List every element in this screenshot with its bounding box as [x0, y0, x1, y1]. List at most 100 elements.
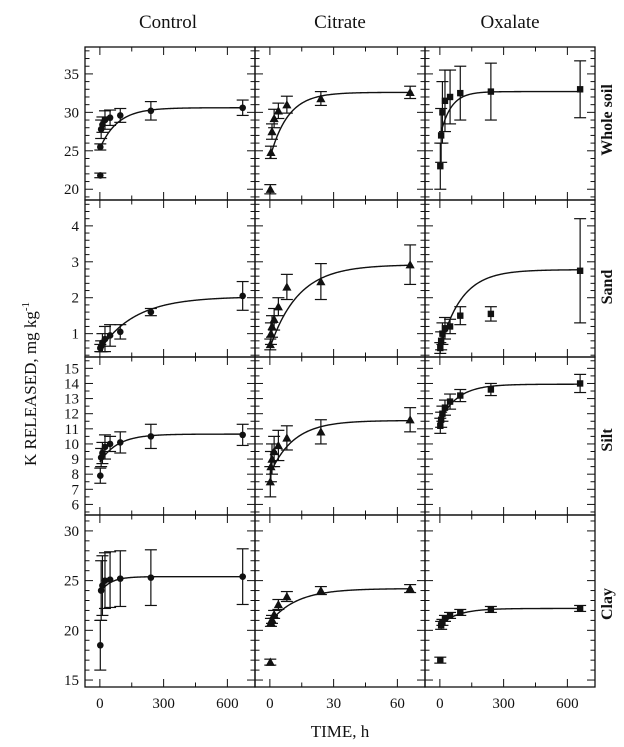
- data-point: [239, 573, 246, 580]
- data-point: [265, 184, 275, 193]
- data-point: [265, 657, 275, 666]
- data-point: [101, 116, 109, 124]
- y-tick-label: 11: [65, 422, 79, 438]
- x-tick-label: 30: [326, 696, 341, 712]
- column-title-control: Control: [139, 12, 197, 33]
- data-point: [437, 656, 444, 664]
- y-tick-label: 6: [72, 497, 80, 513]
- data-point: [457, 312, 464, 319]
- y-tick-label: 4: [72, 219, 80, 235]
- data-point: [97, 472, 104, 479]
- column-titles: Control Citrate Oxalate: [139, 12, 540, 33]
- data-point: [576, 380, 584, 387]
- row-titles: Whole soil Sand Silt Clay: [599, 84, 616, 620]
- y-tick-label: 7: [72, 482, 80, 498]
- data-point: [437, 422, 444, 429]
- row-title-sand: Sand: [599, 270, 616, 305]
- data-point: [97, 172, 104, 179]
- data-point: [147, 308, 155, 316]
- data-point: [487, 88, 495, 95]
- data-point: [282, 433, 292, 442]
- data-point: [439, 330, 446, 337]
- y-tick-label: 2: [72, 291, 80, 307]
- data-point: [487, 386, 495, 393]
- panel-frame: [254, 199, 426, 358]
- fitted-curve: [99, 575, 243, 593]
- data-point: [239, 292, 246, 300]
- data-point: [282, 282, 292, 291]
- panel-clay-citrate: 0 30 60: [254, 514, 426, 712]
- fitted-curve: [439, 383, 583, 422]
- data-point: [273, 440, 283, 450]
- data-point: [576, 86, 584, 93]
- x-tick-label: 60: [390, 696, 405, 712]
- data-point: [441, 404, 449, 411]
- y-tick-label: 3: [72, 255, 80, 271]
- data-point: [439, 619, 446, 626]
- fitted-curve: [269, 264, 413, 349]
- data-point: [101, 443, 109, 451]
- data-point: [576, 605, 584, 612]
- data-point: [446, 93, 454, 101]
- panel-frame: [254, 356, 426, 516]
- y-tick-label: 10: [64, 437, 79, 453]
- data-point: [316, 585, 326, 595]
- y-tick-label: 35: [64, 67, 79, 83]
- x-tick-label: 300: [492, 696, 515, 712]
- data-point: [437, 162, 444, 170]
- data-point: [457, 89, 464, 97]
- data-point: [316, 427, 326, 436]
- y-tick-label: 30: [64, 524, 79, 540]
- fitted-curve: [99, 296, 243, 351]
- data-point: [405, 583, 415, 593]
- data-point: [487, 606, 495, 613]
- fitted-curve: [99, 433, 243, 463]
- y-tick-label: 8: [72, 467, 80, 483]
- panel-silt-oxalate: [424, 356, 596, 516]
- data-point: [101, 335, 109, 343]
- data-point: [116, 112, 124, 119]
- data-point: [101, 577, 109, 584]
- fitted-curve: [439, 90, 583, 138]
- fitted-curve: [269, 419, 413, 475]
- y-tick-label: 14: [64, 376, 80, 392]
- data-point: [437, 132, 445, 139]
- data-point: [273, 106, 283, 115]
- x-tick-label: 600: [556, 696, 579, 712]
- data-point: [106, 332, 114, 339]
- panel-sand-citrate: [254, 199, 426, 358]
- data-point: [437, 416, 445, 423]
- data-point: [446, 612, 454, 619]
- data-point: [405, 87, 415, 97]
- data-point: [269, 609, 279, 619]
- y-axis-title: K RELEASED, mg kg-1: [20, 302, 40, 466]
- data-point: [437, 337, 445, 345]
- data-point: [457, 392, 464, 399]
- data-point: [147, 574, 155, 581]
- data-point: [116, 328, 124, 336]
- data-point: [316, 276, 326, 286]
- y-tick-label: 25: [64, 144, 79, 160]
- data-point: [106, 114, 114, 122]
- data-point: [441, 325, 449, 332]
- fitted-curve: [439, 269, 583, 350]
- data-point: [116, 439, 124, 446]
- data-point: [147, 433, 155, 440]
- data-point: [269, 314, 279, 323]
- data-point: [273, 302, 283, 311]
- data-point: [446, 323, 454, 330]
- column-title-citrate: Citrate: [314, 12, 366, 33]
- row-title-silt: Silt: [599, 428, 616, 452]
- data-point: [273, 599, 283, 609]
- data-point: [97, 641, 104, 649]
- y-tick-label: 9: [72, 452, 80, 468]
- data-point: [239, 431, 246, 439]
- y-tick-label: 30: [64, 105, 79, 121]
- data-point: [239, 104, 246, 112]
- y-tick-label: 25: [64, 574, 79, 590]
- data-point: [316, 93, 326, 103]
- data-point: [116, 575, 124, 582]
